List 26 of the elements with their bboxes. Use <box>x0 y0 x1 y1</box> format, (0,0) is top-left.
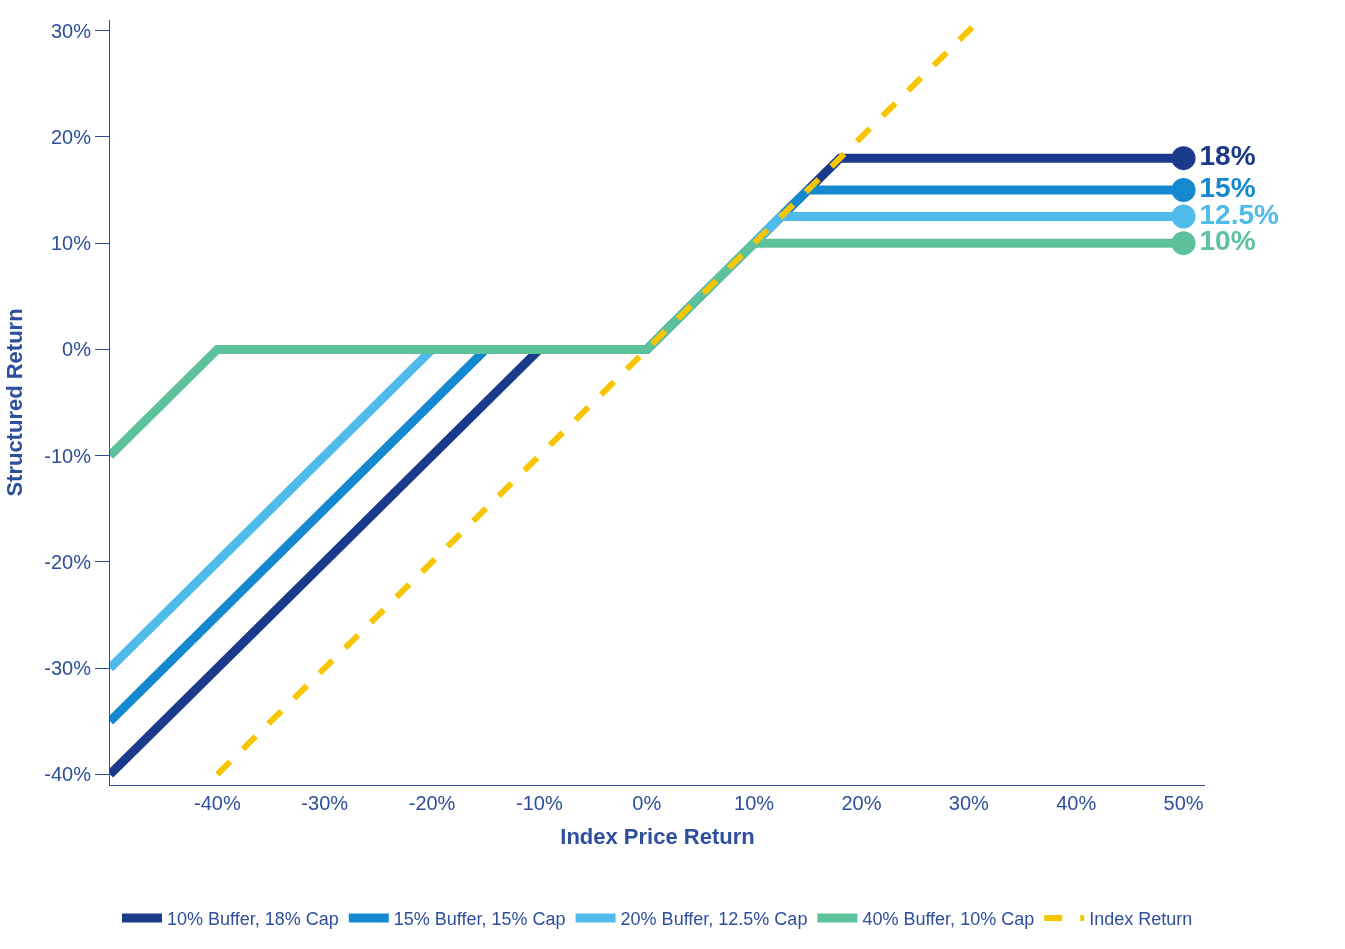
legend-label: 15% Buffer, 15% Cap <box>393 908 566 929</box>
x-tick-label: 40% <box>1056 792 1097 814</box>
y-tick-label: -40% <box>44 763 92 786</box>
x-tick-label: -10% <box>516 792 563 814</box>
x-tick-label: -40% <box>194 792 241 814</box>
x-tick-label: -20% <box>408 792 456 814</box>
x-tick-label: 0% <box>632 792 662 814</box>
y-tick-label: 0% <box>62 338 92 361</box>
y-tick-label: 10% <box>50 232 92 255</box>
legend-label: 40% Buffer, 10% Cap <box>862 908 1035 929</box>
legend-label: 20% Buffer, 12.5% Cap <box>620 908 808 929</box>
y-tick-label: -20% <box>44 550 92 573</box>
x-tick-label: 30% <box>948 792 990 814</box>
y-tick-label: -30% <box>44 657 92 680</box>
x-tick-label: 50% <box>1163 792 1204 814</box>
x-tick-label: 20% <box>841 792 882 814</box>
y-tick-label: 20% <box>50 125 92 148</box>
x-axis-title: Index Price Return <box>560 823 755 849</box>
y-tick-label: 30% <box>50 19 92 42</box>
data-label: 18% <box>1199 140 1256 172</box>
y-axis-title: Structured Return <box>2 308 28 497</box>
x-tick-label: 10% <box>734 792 775 814</box>
y-tick-label: -10% <box>44 444 92 467</box>
x-tick-label: -30% <box>301 792 349 814</box>
legend-label: 10% Buffer, 18% Cap <box>167 908 339 929</box>
legend-label: Index Return <box>1089 908 1193 929</box>
